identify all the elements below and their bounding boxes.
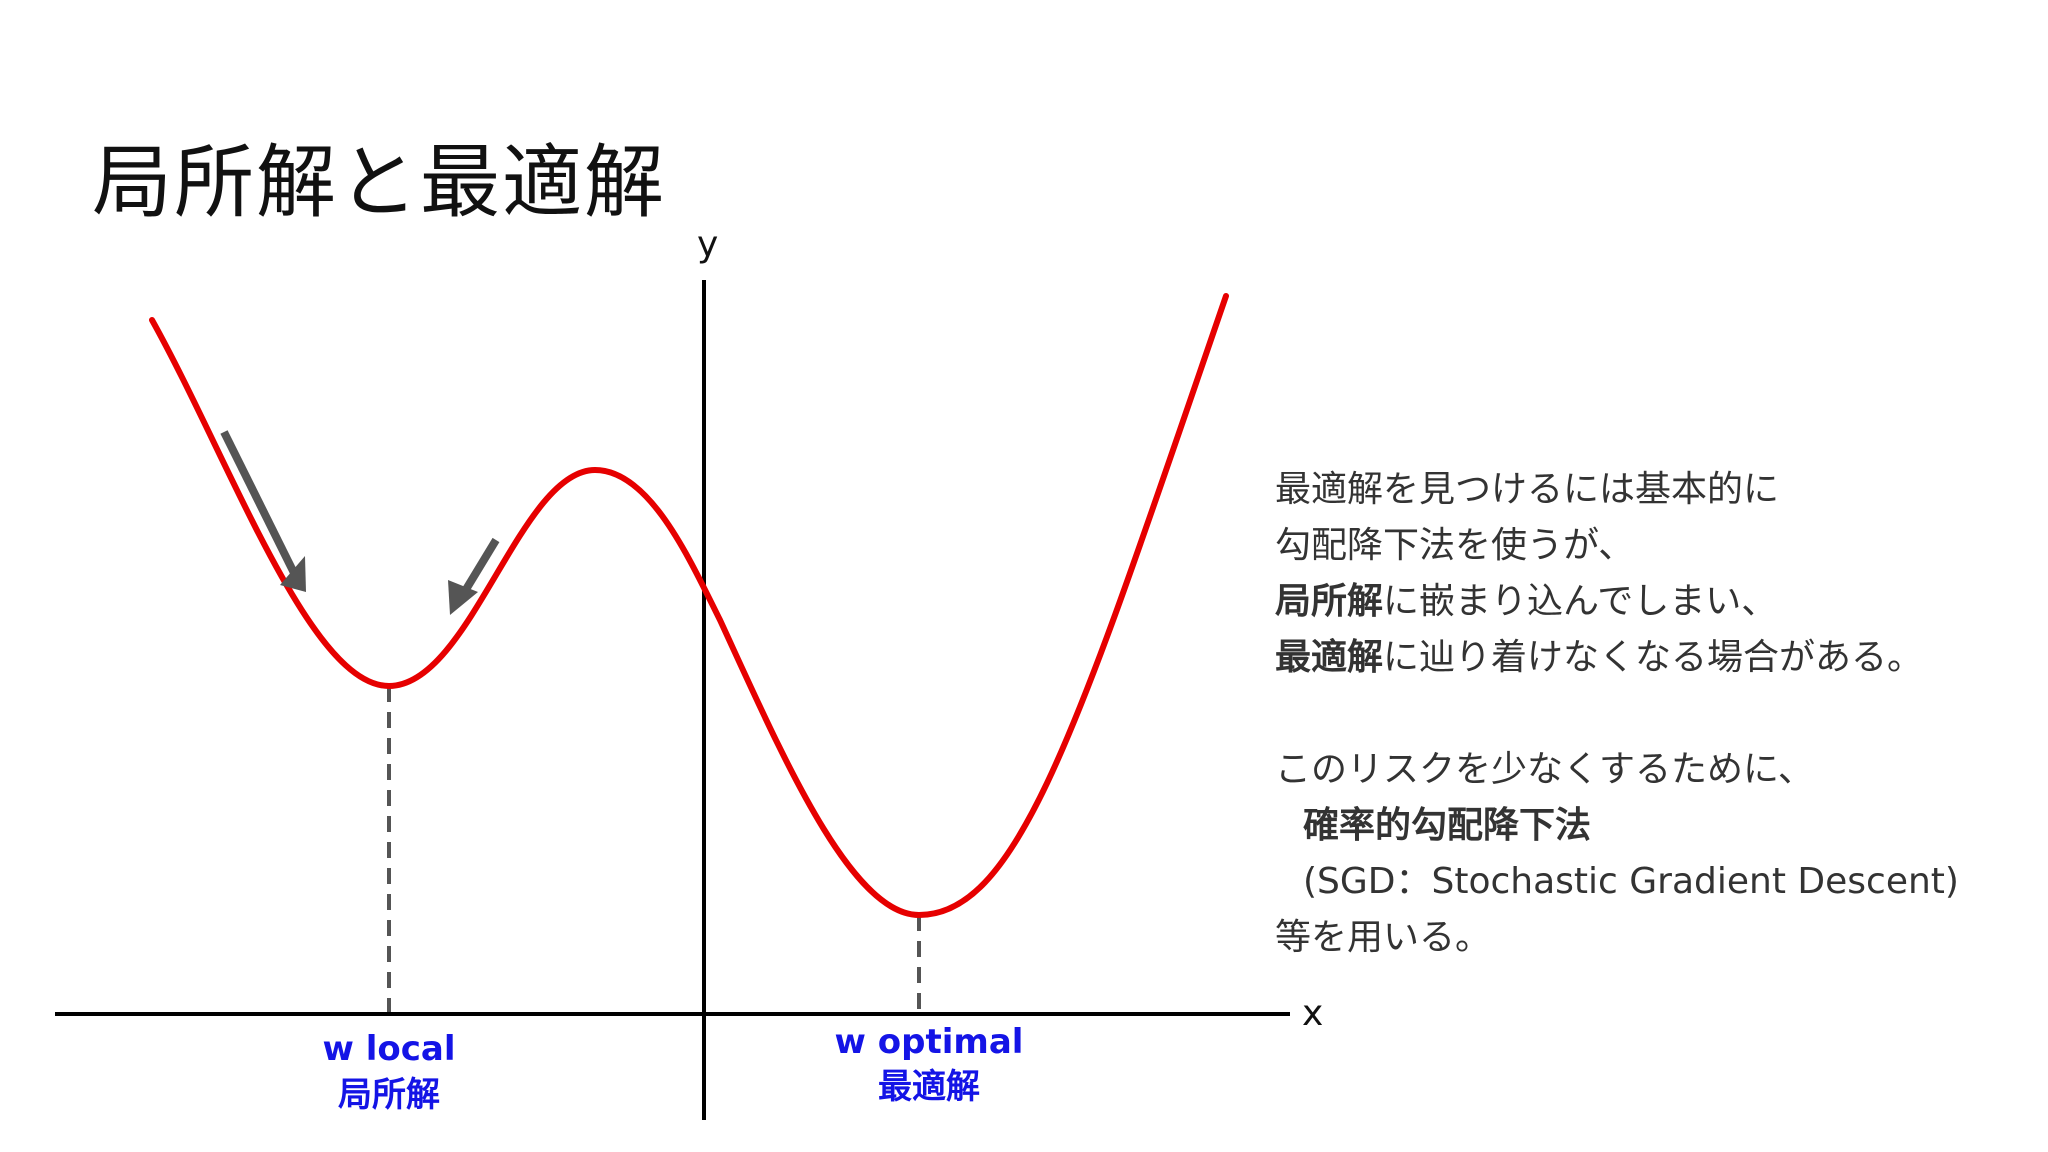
note-sgd-bold: 確率的勾配降下法 (1303, 805, 1592, 846)
note-line-8: 等を用いる。 (1275, 917, 1492, 958)
slide-title: 局所解と最適解 (92, 136, 666, 229)
note-line-1: 最適解を見つけるには基本的に (1275, 469, 1780, 510)
note-line-4: 最適解に辿り着けなくなる場合がある。 (1275, 630, 1959, 686)
loss-curve (149, 293, 1229, 919)
note-line-7: (SGD：Stochastic Gradient Descent) (1303, 861, 1959, 902)
explanation-text: 最適解を見つけるには基本的に 勾配降下法を使うが、 局所解に嵌まり込んでしまい、… (1275, 462, 1959, 966)
local-min-label-en: w local (322, 1029, 455, 1069)
y-axis-label: y (697, 224, 718, 265)
note-local-min-bold: 局所解 (1275, 581, 1384, 622)
descent-arrow-left (220, 430, 304, 589)
note-line-5: このリスクを少なくするために、 (1275, 749, 1814, 790)
x-axis-label: x (1302, 993, 1323, 1034)
descent-arrowhead-right (448, 580, 478, 615)
note-line-4-rest: に辿り着けなくなる場合がある。 (1383, 637, 1924, 678)
note-line-6: 確率的勾配降下法 (1275, 798, 1959, 854)
global-min-label-en: w optimal (835, 1022, 1024, 1062)
global-min-label-ja: 最適解 (878, 1067, 980, 1107)
note-spacer (1275, 686, 1959, 742)
local-min-label-ja: 局所解 (338, 1075, 440, 1115)
descent-arrow-right (458, 537, 500, 599)
note-line-3: 局所解に嵌まり込んでしまい、 (1275, 574, 1959, 630)
note-optimal-bold: 最適解 (1275, 637, 1384, 678)
descent-arrowhead-left (280, 556, 306, 592)
note-line-2: 勾配降下法を使うが、 (1275, 525, 1635, 566)
note-line-3-rest: に嵌まり込んでしまい、 (1383, 581, 1778, 622)
